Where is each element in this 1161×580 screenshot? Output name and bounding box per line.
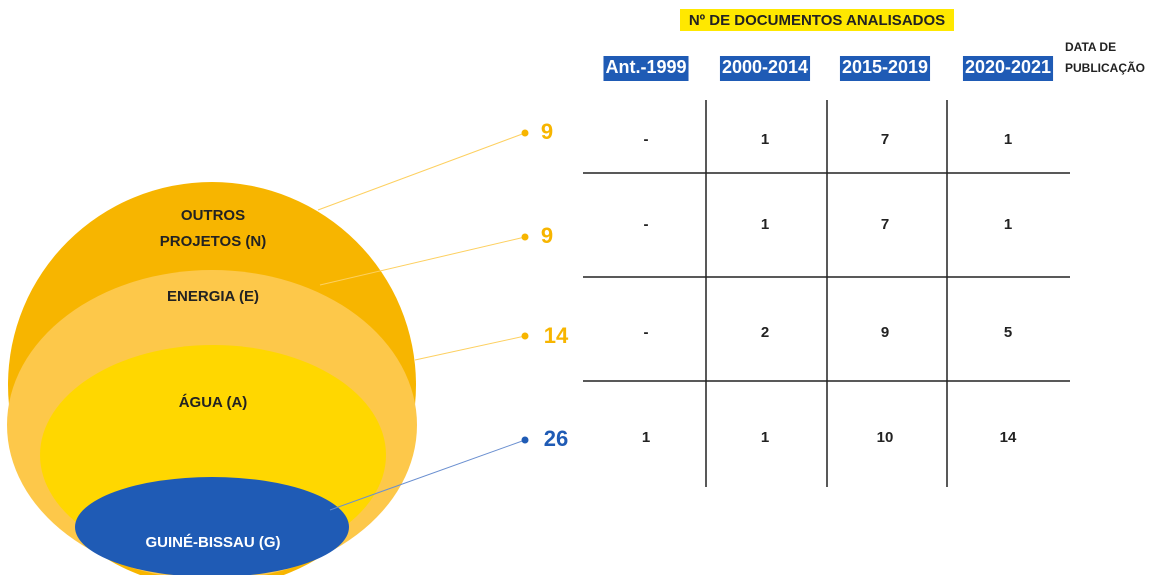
axis-label: PUBLICAÇÃO <box>1065 60 1145 75</box>
table-cell: 14 <box>1000 429 1017 446</box>
table-cell: - <box>644 324 649 341</box>
column-header: 2000-2014 <box>722 57 808 77</box>
nested-circles <box>7 182 417 580</box>
leader-line <box>414 335 526 361</box>
table-cell: 7 <box>881 131 889 148</box>
leader-line <box>329 439 526 511</box>
column-header-bg <box>719 56 811 81</box>
table-cell: 1 <box>761 131 769 148</box>
table-grid <box>583 100 1070 487</box>
group-label: OUTROS <box>181 207 245 224</box>
group-label: ENERGIA (E) <box>167 288 259 305</box>
table-cell: 2 <box>761 324 769 341</box>
group-total: 14 <box>544 323 569 348</box>
table-cell: 1 <box>761 216 769 233</box>
table-cell: 9 <box>881 324 889 341</box>
column-header: 2020-2021 <box>965 57 1051 77</box>
table-cell: 1 <box>642 429 650 446</box>
column-header-bg <box>839 56 931 81</box>
dot <box>521 129 529 137</box>
dot <box>521 332 529 340</box>
column-header-bg <box>962 56 1054 81</box>
circle-labels: OUTROS PROJETOS (N) ENERGIA (E) ÁGUA (A)… <box>146 207 281 551</box>
axis-label: DATA DE <box>1065 40 1116 54</box>
group-total: 9 <box>541 223 553 248</box>
table-cell: 10 <box>877 429 894 446</box>
title-highlight <box>680 9 954 31</box>
group-total: 26 <box>544 426 568 451</box>
table-cell: 1 <box>1004 216 1012 233</box>
guine-circle <box>75 477 349 577</box>
table-cell: 5 <box>1004 324 1012 341</box>
group-label: ÁGUA (A) <box>179 394 248 411</box>
totals: 9 9 14 26 <box>541 119 569 451</box>
table-cell: 1 <box>761 429 769 446</box>
table-cell: 7 <box>881 216 889 233</box>
leader-line <box>317 132 526 211</box>
table-cell: - <box>644 131 649 148</box>
leader-line <box>319 236 526 286</box>
column-header-bg <box>603 56 689 81</box>
group-label: GUINÉ-BISSAU (G) <box>146 534 281 551</box>
column-header: 2015-2019 <box>842 57 928 77</box>
group-label: PROJETOS (N) <box>160 233 266 250</box>
column-header: Ant.-1999 <box>605 57 686 77</box>
leader-lines <box>317 129 529 511</box>
table-cells: - 1 7 1 - 1 7 1 - 2 9 5 1 1 10 14 <box>642 131 1017 446</box>
table-cell: - <box>644 216 649 233</box>
table-cell: 1 <box>1004 131 1012 148</box>
column-headers: Ant.-1999 2000-2014 2015-2019 2020-2021 <box>603 56 1054 81</box>
dot <box>521 233 529 241</box>
title: Nº DE DOCUMENTOS ANALISADOS <box>689 12 945 29</box>
dot <box>521 436 529 444</box>
group-total: 9 <box>541 119 553 144</box>
